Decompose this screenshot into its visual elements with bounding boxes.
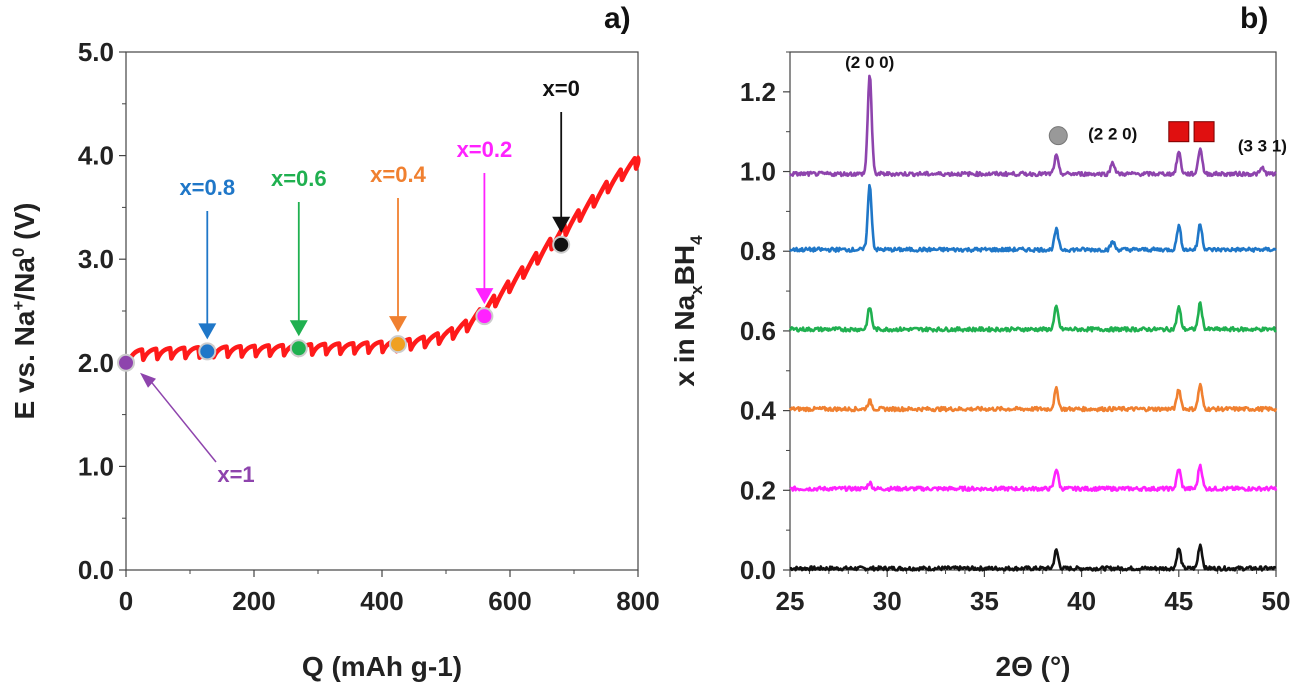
state-point-marker — [117, 353, 135, 372]
x1-arrow — [151, 382, 217, 463]
panel-b-x-tick-label: 45 — [1164, 586, 1193, 616]
point-arrow-head — [475, 288, 494, 305]
panel-b-y-tick-label: 0.6 — [740, 316, 776, 346]
panel-b-x-tick-label: 40 — [1067, 586, 1096, 616]
state-point-marker — [289, 339, 308, 358]
panel-b-ylabel-sub2: 4 — [687, 235, 706, 245]
x1-arrow-head — [140, 372, 156, 388]
point-label-x0-8: x=0.8 — [179, 175, 235, 200]
panel-a-ylabel-part1: E vs. Na — [9, 310, 40, 419]
panel-a-y-tick-label: 0.0 — [78, 555, 114, 585]
miller-index-label: (2 2 0) — [1088, 125, 1137, 144]
panel-a-ylabel-part3: (V) — [9, 202, 40, 247]
phase-square-marker — [1193, 121, 1215, 143]
panel-a-x-tick-label: 800 — [616, 586, 659, 616]
panel-b-y-tick-label: 1.2 — [740, 77, 776, 107]
panel-b-x-tick-label: 25 — [776, 586, 805, 616]
panel-a-label: a) — [604, 2, 631, 35]
point-label-x0-2: x=0.2 — [457, 137, 513, 162]
impurity-circle-marker — [1048, 126, 1068, 146]
panel-a-ylabel-sup2: 0 — [9, 248, 28, 257]
panel-a-y-tick-label: 5.0 — [78, 37, 114, 67]
panel-b-ylabel-sub1: x — [687, 285, 706, 295]
panel-b-y-tick-label: 0.2 — [740, 475, 776, 505]
xrd-pattern-x0-4 — [788, 382, 1278, 413]
point-arrow-head — [389, 316, 407, 333]
phase-square-marker — [1168, 121, 1190, 143]
panel-a-y-tick-label: 4.0 — [78, 141, 114, 171]
panel-b-y-tick-label: 1.0 — [740, 157, 776, 187]
panel-b-annotations: (2 0 0) (2 2 0) (3 3 1) — [845, 53, 1287, 156]
panel-a-x-tick-label: 200 — [232, 586, 275, 616]
state-point-marker — [475, 307, 494, 326]
panel-a-ylabel-sup1: + — [9, 301, 28, 311]
panel-b-y-axis-label: x in NaxBH4 — [669, 235, 706, 387]
miller-index-label: (3 3 1) — [1238, 137, 1287, 156]
point-label-x0: x=0 — [543, 76, 580, 101]
panel-b-x-axis-label: 2Θ (°) — [996, 651, 1071, 682]
panel-b-x-tick-label: 35 — [970, 586, 999, 616]
point-arrow-head — [552, 216, 571, 233]
panel-b-y-tick-label: 0.0 — [740, 555, 776, 585]
panel-a-y-tick-label: 1.0 — [78, 451, 114, 481]
panel-a-y-axis-label: E vs. Na+/Na0 (V) — [9, 202, 40, 419]
panel-a-y-tick-label: 2.0 — [78, 348, 114, 378]
panel-b-x-tick-label: 30 — [873, 586, 902, 616]
miller-index-label: (2 0 0) — [845, 53, 894, 72]
panel-b-ylabel-part1: x in Na — [669, 294, 700, 386]
state-point-marker — [389, 335, 407, 354]
panel-b-series — [788, 74, 1278, 572]
xrd-pattern-x1 — [789, 74, 1277, 178]
xrd-pattern-x0-6 — [788, 301, 1277, 333]
panel-b-y-tick-label: 0.8 — [740, 236, 776, 266]
xrd-pattern-x0-2 — [789, 463, 1278, 492]
panel-a-x-tick-label: 600 — [488, 586, 531, 616]
xrd-pattern-x0 — [789, 543, 1277, 572]
panel-b-ticks: 25 30 35 40 45 50 0.0 0.2 0.4 0.6 0.8 1.0 1.2 — [740, 51, 1291, 616]
point-arrow-head — [289, 320, 308, 337]
xrd-pattern-x0-8 — [789, 183, 1277, 253]
point-label-x0-6: x=0.6 — [271, 166, 327, 191]
panel-a-x-tick-label: 0 — [119, 586, 133, 616]
panel-b-y-tick-label: 0.4 — [740, 396, 777, 426]
panel-a-x-tick-label: 400 — [360, 586, 403, 616]
panel-a-ylabel-part2: /Na — [9, 257, 40, 301]
panel-b-ylabel-part2: BH — [669, 245, 700, 285]
panel-b-label: b) — [1240, 2, 1268, 35]
point-label-x1: x=1 — [217, 462, 254, 487]
panel-a-points: x=1 x=0.8 x=0.6 x=0.4 x=0.2 x=0 — [117, 76, 580, 487]
panel-a-y-tick-label: 3.0 — [78, 244, 114, 274]
point-arrow-head — [198, 323, 217, 340]
point-label-x0-4: x=0.4 — [370, 162, 426, 187]
state-point-marker — [198, 342, 217, 361]
panel-a-ticks: 0 200 400 600 800 0.0 1.0 2.0 3.0 4.0 5.0 — [78, 37, 660, 616]
panel-b: b) 25 30 35 40 45 50 0.0 0.2 0.4 0.6 0.8 1.0 1.2 (2 … — [669, 2, 1290, 682]
state-point-marker — [552, 235, 571, 254]
panel-a-x-axis-label: Q (mAh g-1) — [302, 651, 462, 682]
panel-b-x-tick-label: 50 — [1262, 586, 1291, 616]
